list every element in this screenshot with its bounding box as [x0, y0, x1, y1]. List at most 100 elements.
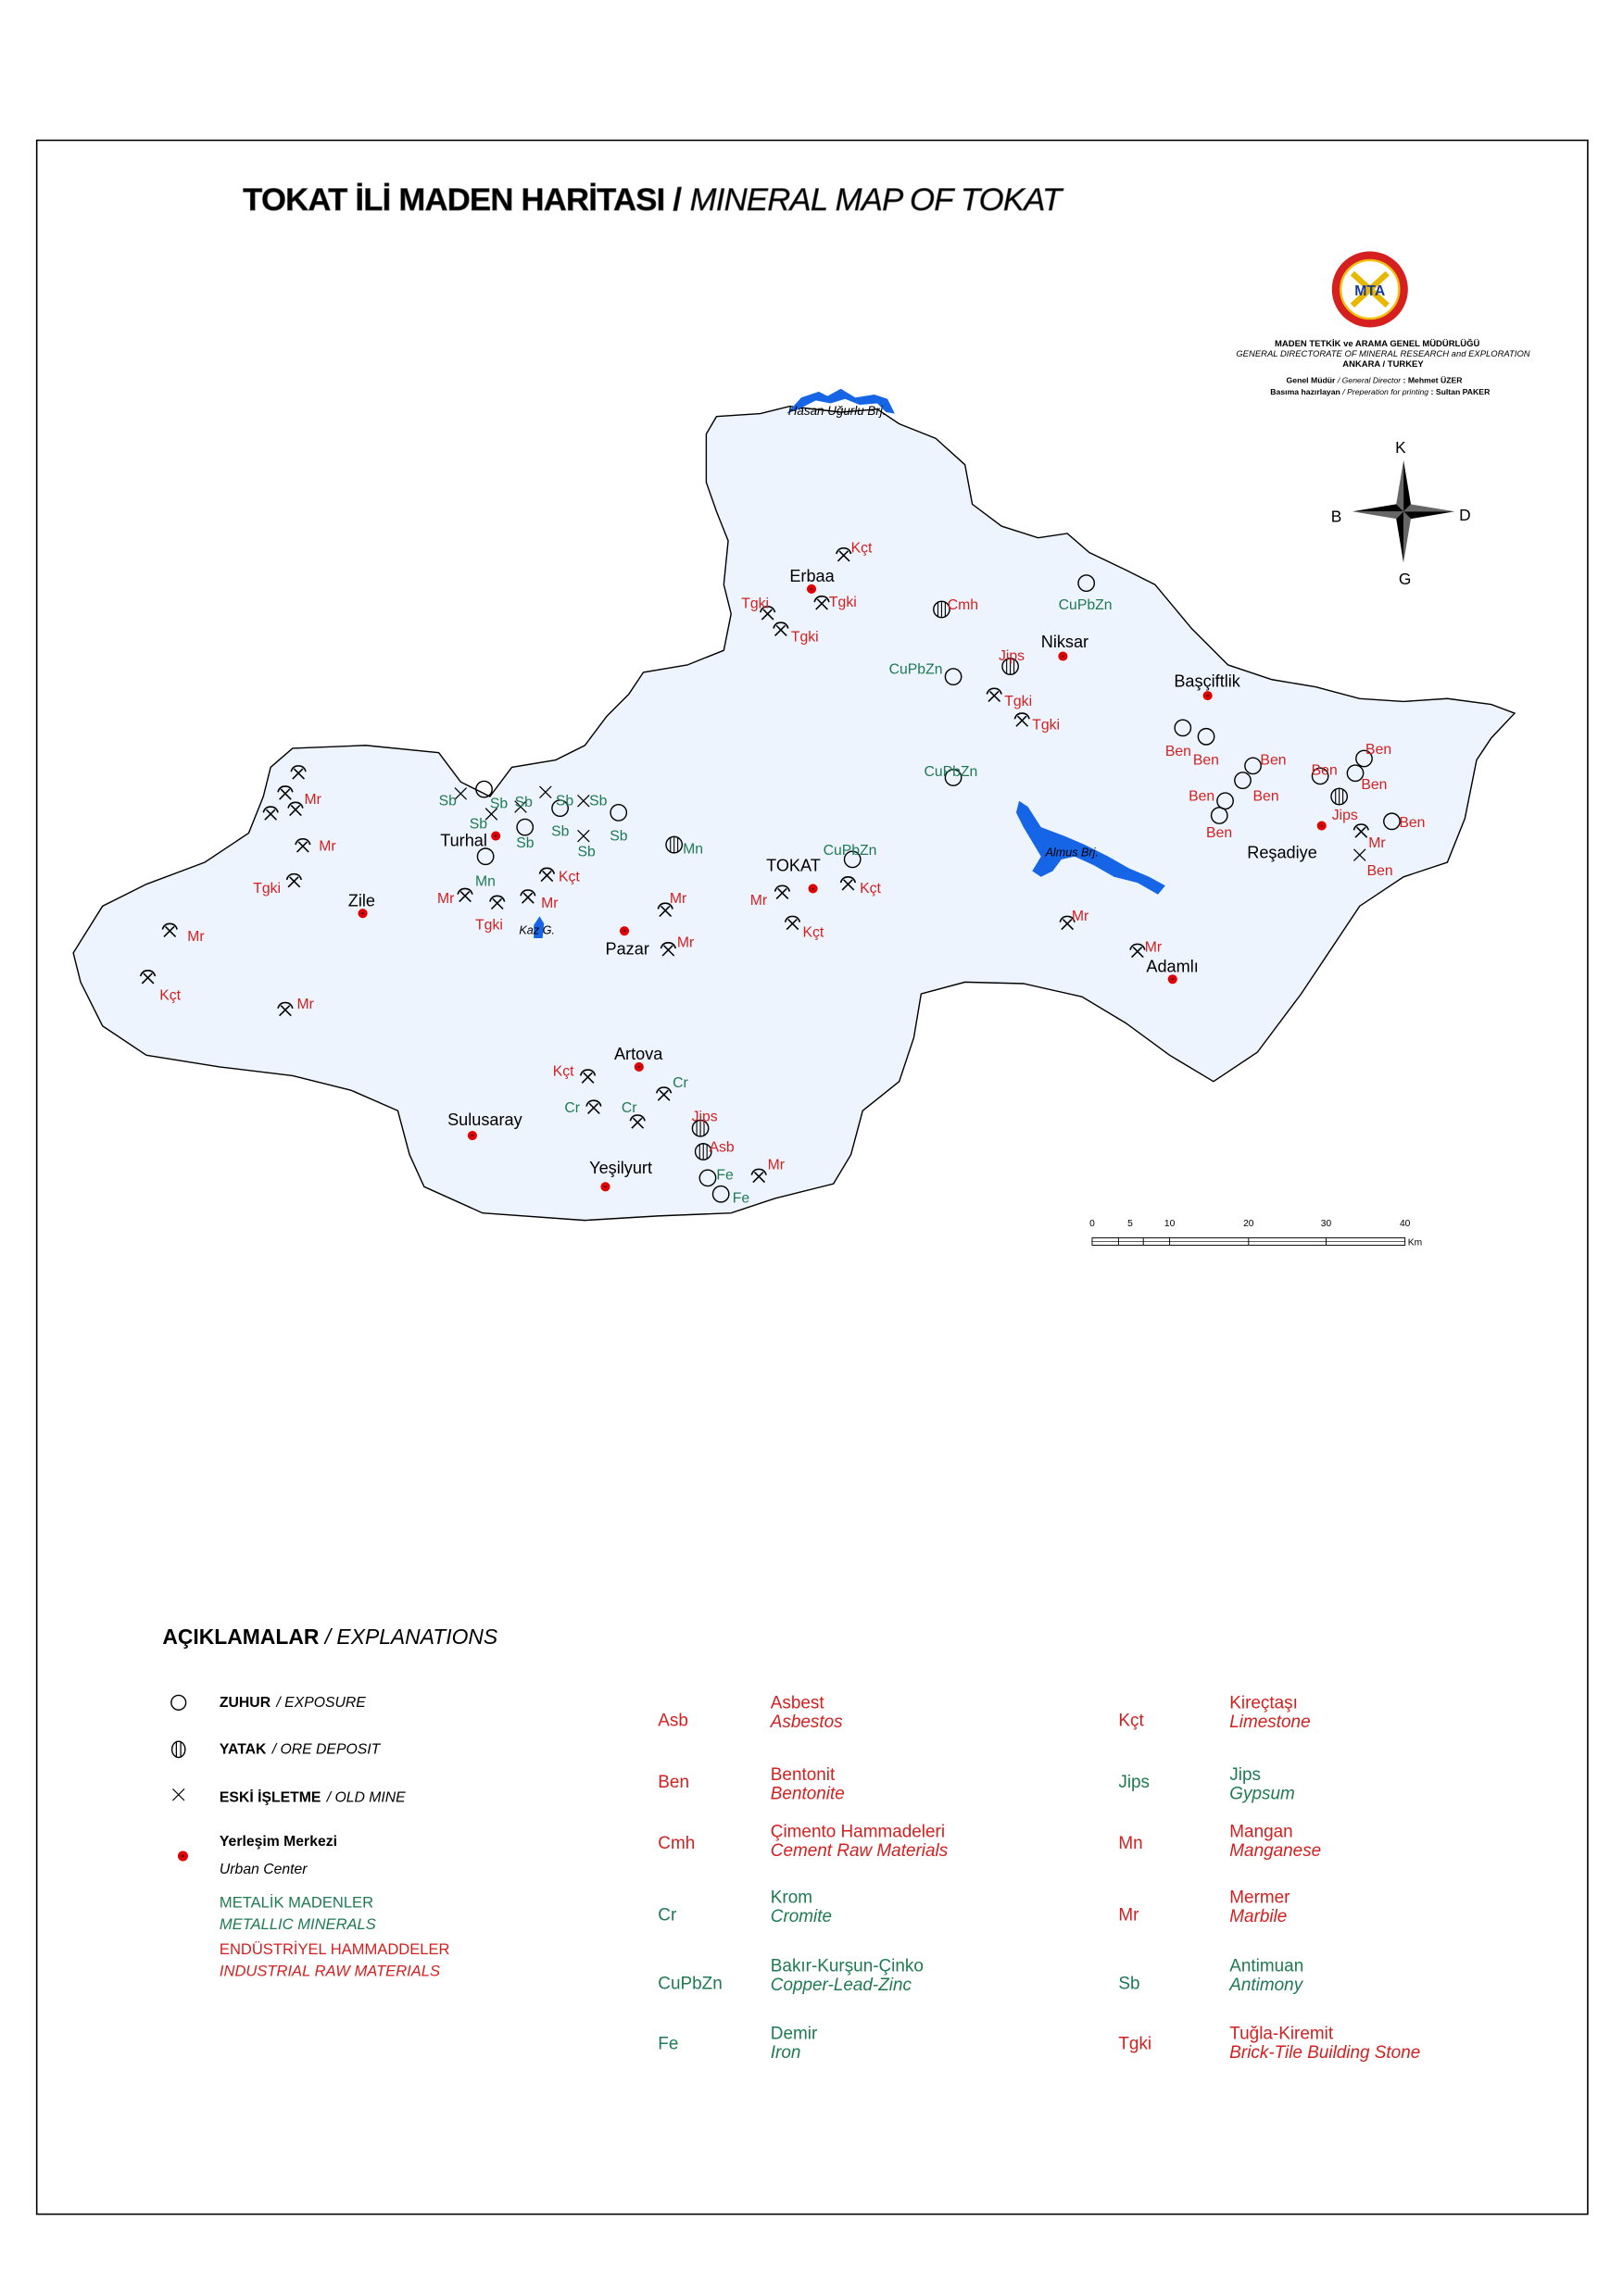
province-boundary — [72, 405, 1516, 1222]
legend-mineral-name-en: Manganese — [1229, 1841, 1321, 1861]
occurrence-label: Mr — [750, 893, 767, 909]
occurrence-mine: Kçt — [784, 915, 824, 940]
city-6: Zile — [348, 891, 375, 919]
page-border — [35, 139, 1589, 2215]
occurrence-label: CuPbZn — [925, 764, 978, 780]
occurrence-label: Mr — [297, 997, 314, 1012]
pick-hammer-mine-icon — [287, 801, 304, 817]
occurrence-exposure: Mn — [475, 847, 496, 889]
occurrence-mine — [287, 801, 304, 817]
exposure-icon — [1077, 574, 1096, 593]
institution-name-tr: MADEN TETKİK ve ARAMA GENEL MÜDÜRLÜĞÜ — [1275, 338, 1479, 349]
pick-hammer-mine-icon — [813, 596, 830, 610]
legend-mineral-name-en: Cromite — [771, 1907, 832, 1926]
occurrence-label: Sb — [589, 793, 608, 809]
svg-text:MTA: MTA — [1354, 283, 1385, 299]
occurrence-exposure: Ben — [1165, 719, 1192, 759]
occurrence-label: Ben — [1260, 752, 1286, 768]
director-credit: Genel Müdür / General Director : Mehmet … — [1287, 375, 1464, 384]
occurrence-label: CuPbZn — [1059, 597, 1113, 613]
pick-hammer-mine-icon — [285, 872, 303, 888]
legend-mineral-name-tr: Bentonit — [771, 1765, 836, 1785]
pick-hammer-mine-icon — [290, 765, 307, 780]
occurrence-label: Tgki — [253, 881, 281, 897]
occurrence-exposure: CuPbZn — [889, 661, 962, 685]
occurrence-mine: Mr — [161, 922, 205, 945]
pick-hammer-mine-icon — [538, 867, 556, 883]
legend-mineral-name-tr: Mangan — [1229, 1823, 1292, 1842]
preparation-credit: Basıma hazırlayan / Preperation for prin… — [1270, 387, 1491, 396]
occurrence-oldmine: Sb — [577, 829, 596, 860]
kaz-lake — [534, 916, 545, 939]
scale-tick-label: 10 — [1164, 1219, 1176, 1229]
occurrence-label: Mr — [1145, 939, 1162, 955]
pick-hammer-mine-icon — [139, 969, 157, 985]
city-10: Sulusaray — [447, 1110, 523, 1141]
occurrence-oldmine: Ben — [1352, 848, 1393, 879]
city-1: Niksar — [1041, 633, 1088, 661]
occurrence-deposit: Jips — [1330, 787, 1358, 823]
legend-mineral-name-en: Brick-Tile Building Stone — [1229, 2043, 1420, 2063]
occurrence-deposit: Mn — [665, 835, 703, 858]
legend-mineral-name-tr: Bakır-Kurşun-Çinko — [771, 1957, 924, 1976]
occurrence-label: Kçt — [159, 987, 181, 1003]
legend-mineral-name-en: Bentonite — [771, 1784, 845, 1803]
legend-mineral-name-tr: Mermer — [1229, 1888, 1290, 1908]
occurrence-label: Kçt — [851, 540, 873, 556]
city-label: Adamlı — [1146, 957, 1198, 975]
old-mine-icon — [514, 800, 527, 813]
legend-industrial-tr: ENDÜSTRİYEL HAMMADDELER — [220, 1940, 450, 1958]
ore-deposit-icon — [1001, 658, 1019, 675]
occurrence-mine: Tgki — [253, 872, 303, 897]
legend-mineral-name-en: Gypsum — [1229, 1784, 1294, 1803]
legend-mineral-abbr: Cmh — [658, 1834, 695, 1853]
legend-mineral-abbr: Fe — [658, 2034, 678, 2053]
pick-hammer-mine-icon — [1352, 823, 1369, 838]
occurrence-mine: Cr — [655, 1075, 688, 1101]
pick-hammer-mine-icon — [657, 902, 673, 917]
occurrence-mine: Mr — [660, 935, 694, 957]
occurrence-mine: Kçt — [538, 867, 580, 885]
city-label: Başçiftlik — [1174, 672, 1240, 691]
legend-mineral-abbr: Jips — [1118, 1773, 1150, 1792]
pick-hammer-mine-icon — [760, 606, 776, 621]
legend-mineral-abbr: Asb — [658, 1712, 688, 1731]
legend-mineral-abbr: Mr — [1118, 1905, 1139, 1925]
exposure-icon — [711, 1185, 730, 1203]
occurrence-mine: Mr — [295, 837, 336, 854]
legend-mineral-abbr: Sb — [1118, 1975, 1139, 1994]
old-mine-icon — [484, 808, 498, 821]
occurrence-label: Asb — [710, 1139, 735, 1155]
occurrence-label: Jips — [999, 648, 1025, 664]
occurrence-label: Mr — [677, 935, 694, 951]
occurrence-mine: Tgki — [813, 595, 857, 610]
occurrence-exposure: Sb — [610, 803, 628, 844]
city-3: Reşadiye — [1247, 821, 1327, 861]
pick-hammer-mine-icon — [784, 915, 801, 931]
city-label: Pazar — [606, 939, 649, 958]
city-4: TOKAT — [766, 856, 821, 894]
city-2: Başçiftlik — [1174, 672, 1241, 701]
city-label: TOKAT — [766, 856, 821, 874]
compass-west: B — [1331, 507, 1342, 525]
occurrence-oldmine: Sb — [470, 808, 498, 833]
occurrence-mine: Mr — [750, 885, 791, 909]
compass-east: D — [1459, 506, 1471, 524]
legend-urban-en: Urban Center — [220, 1862, 308, 1877]
legend-exposure-icon — [170, 1694, 187, 1711]
occurrence-exposure: CuPbZn — [1059, 574, 1113, 613]
pick-hammer-mine-icon — [295, 837, 311, 853]
exposure-icon — [1311, 767, 1329, 785]
pick-hammer-mine-icon — [836, 546, 852, 562]
old-mine-icon — [539, 785, 552, 799]
occurrence-mine: Mr — [520, 889, 558, 911]
exposure-icon — [1197, 727, 1215, 746]
exposure-icon — [843, 850, 862, 869]
occurrence-label: Ben — [1193, 752, 1219, 768]
old-mine-icon — [577, 794, 590, 808]
